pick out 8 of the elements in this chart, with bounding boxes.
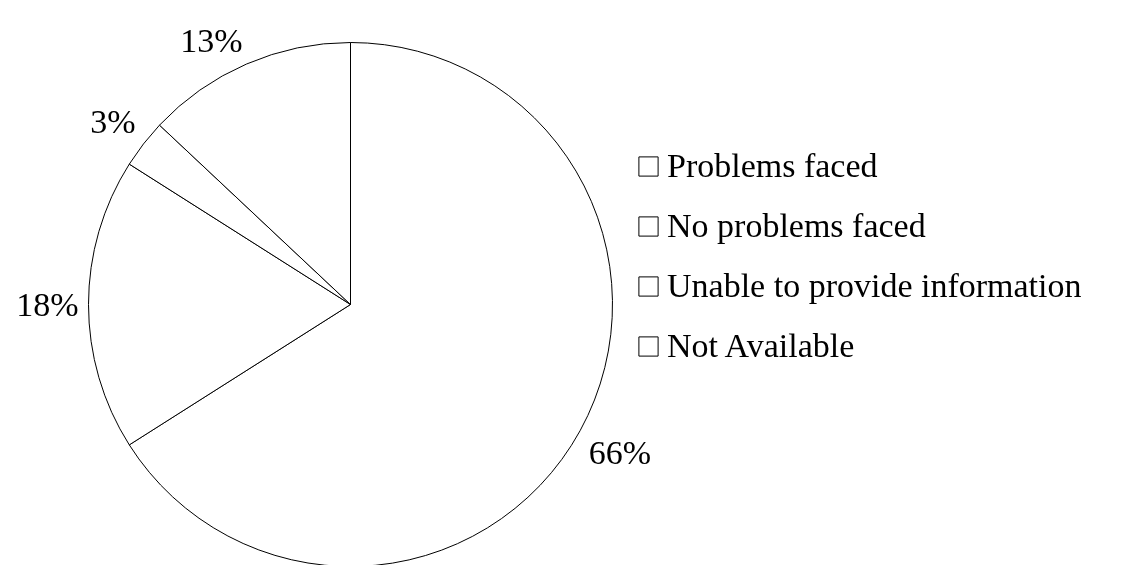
legend-label: Problems faced (667, 147, 878, 185)
legend-label: Unable to provide information (667, 267, 1082, 305)
data-label: 3% (90, 103, 136, 141)
data-label: 13% (180, 21, 243, 59)
data-label: 66% (588, 433, 652, 471)
legend-label: No problems faced (667, 207, 926, 245)
legend-label: Not Available (667, 327, 855, 365)
data-label: 18% (16, 286, 79, 323)
